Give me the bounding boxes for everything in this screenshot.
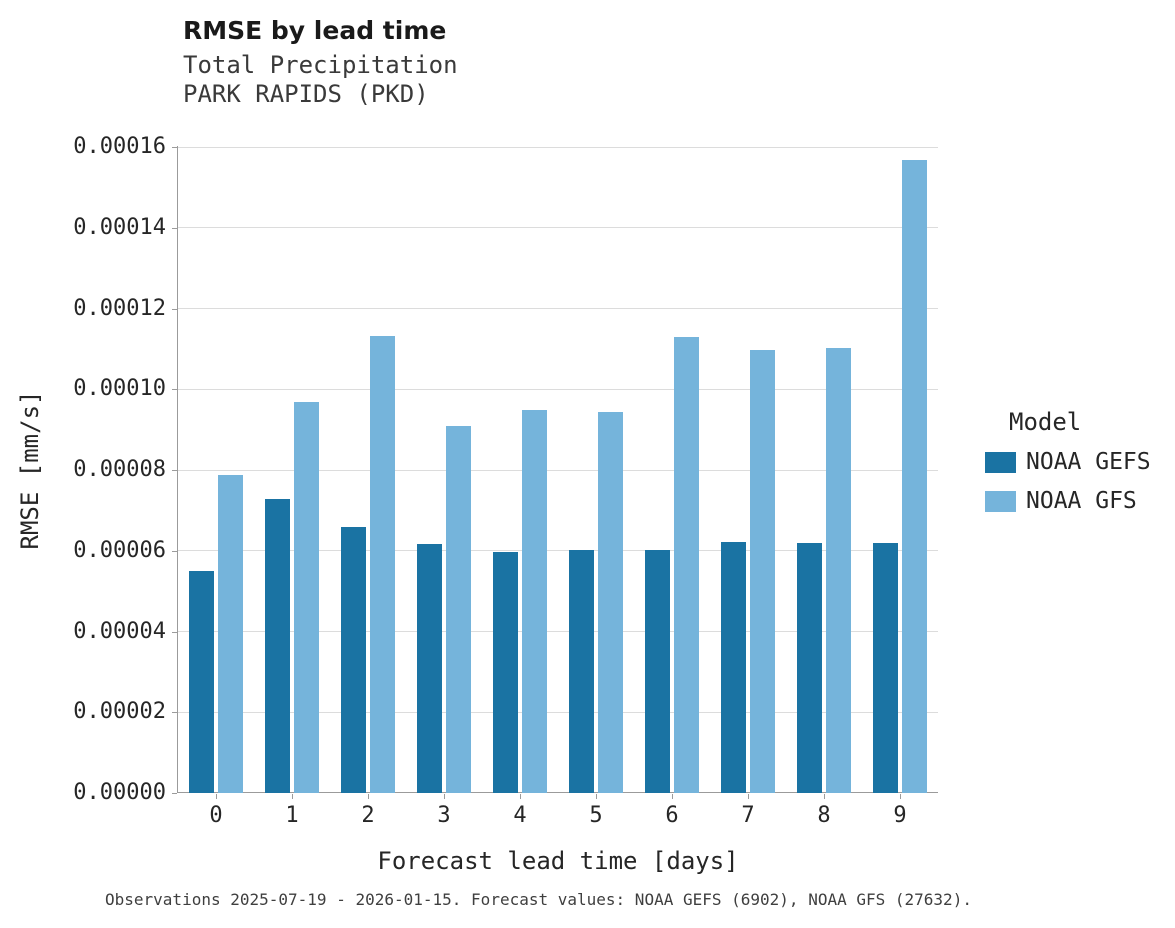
x-tick-mark [824,794,825,799]
noaa-gfs-swatch [985,490,1016,512]
legend-title: Model [1009,408,1082,436]
y-gridline [178,711,938,713]
bar-noaa-gefs-lead-7 [721,541,746,793]
y-tick-label: 0.00002 [73,699,166,725]
chart-caption: Observations 2025-07-19 - 2026-01-15. Fo… [105,890,972,909]
x-tick-mark [596,794,597,799]
x-tick-mark [520,794,521,799]
x-axis-title: Forecast lead time [days] [377,847,739,875]
bar-noaa-gfs-lead-5 [598,411,623,793]
x-tick-label: 3 [437,803,451,828]
bar-noaa-gfs-lead-7 [750,350,775,793]
x-tick-mark [368,794,369,799]
legend-entry-noaa-gefs: NOAA GEFS [985,449,1175,475]
bar-noaa-gefs-lead-3 [417,544,442,793]
y-tick-mark [172,793,177,794]
bar-noaa-gfs-lead-3 [446,425,471,793]
legend-entry-noaa-gfs: NOAA GFS [985,488,1175,514]
x-tick-mark [900,794,901,799]
bar-noaa-gfs-lead-1 [294,402,319,793]
legend-label-noaa-gfs: NOAA GFS [1026,488,1137,514]
y-tick-label: 0.00000 [73,780,166,805]
legend: Model NOAA GEFS NOAA GFS [985,408,1175,514]
y-tick-label: 0.00016 [73,134,166,159]
bar-noaa-gfs-lead-9 [902,159,927,793]
x-tick-label: 4 [513,803,527,828]
x-tick-label: 6 [665,803,679,828]
axes-frame [177,146,938,793]
x-tick-label: 0 [209,803,223,828]
bar-noaa-gfs-lead-4 [522,410,547,793]
y-tick-mark [172,712,177,714]
y-tick-label: 0.00006 [73,537,166,563]
y-gridline [178,631,938,632]
y-tick-mark [172,631,177,633]
noaa-gefs-swatch [985,451,1016,473]
y-gridline [178,388,938,390]
x-tick-label: 1 [285,803,299,828]
bar-noaa-gefs-lead-2 [341,526,366,793]
y-tick-mark [172,389,177,391]
x-tick-mark [292,794,293,799]
bar-noaa-gfs-lead-0 [218,474,243,793]
x-tick-mark [748,794,749,799]
bar-noaa-gefs-lead-5 [569,550,594,793]
y-tick-label: 0.00010 [73,376,166,402]
legend-label-noaa-gefs: NOAA GEFS [1026,449,1151,475]
y-gridline [178,146,938,148]
y-gridline [178,550,938,552]
bar-noaa-gefs-lead-1 [265,499,290,793]
y-gridline [178,227,938,229]
x-tick-mark [444,794,445,799]
x-tick-label: 5 [589,803,603,828]
bar-noaa-gefs-lead-9 [873,543,898,793]
y-tick-mark [172,470,177,471]
bar-noaa-gfs-lead-2 [370,335,395,793]
y-tick-mark [172,308,177,310]
y-tick-label: 0.00014 [73,214,166,240]
y-tick-label: 0.00004 [73,618,166,644]
y-tick-label: 0.00012 [73,295,166,321]
y-tick-mark [172,227,177,229]
y-gridline [178,469,938,471]
y-gridline [178,308,938,309]
bar-noaa-gefs-lead-4 [493,551,518,793]
x-tick-mark [672,794,673,799]
chart-subtitle-station: PARK RAPIDS (PKD) [183,80,429,108]
x-tick-label: 2 [361,803,375,828]
x-tick-label: 7 [741,803,755,828]
x-tick-mark [216,794,217,799]
bar-noaa-gfs-lead-8 [826,348,851,793]
bar-noaa-gefs-lead-6 [645,549,670,793]
bar-noaa-gfs-lead-6 [674,337,699,793]
y-axis-title: RMSE [mm/s] [16,390,44,550]
x-tick-label: 8 [817,803,831,828]
bar-noaa-gefs-lead-0 [189,570,214,793]
chart-subtitle-variable: Total Precipitation [183,51,458,79]
bar-noaa-gefs-lead-8 [797,542,822,793]
chart-title: RMSE by lead time [183,16,447,45]
y-tick-label: 0.00008 [73,457,166,482]
y-tick-mark [172,147,177,148]
y-tick-mark [172,550,177,552]
x-tick-label: 9 [893,803,907,828]
